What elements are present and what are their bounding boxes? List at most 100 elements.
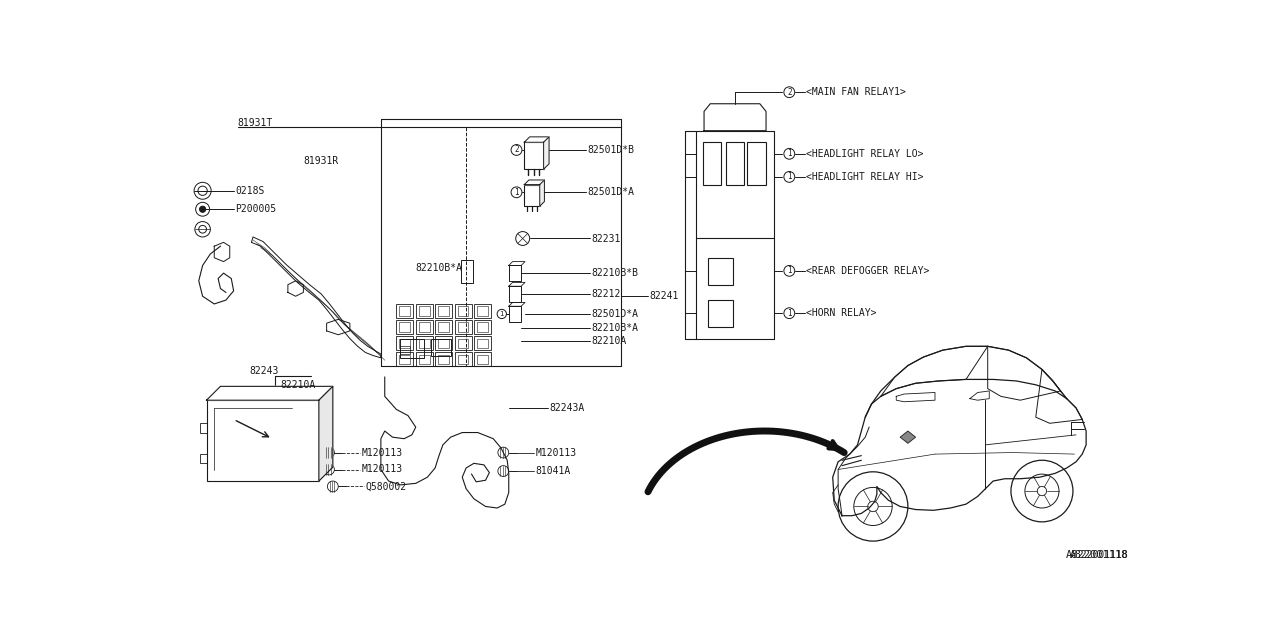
Polygon shape: [206, 387, 333, 400]
Bar: [399, 307, 411, 316]
Text: 82243: 82243: [250, 366, 279, 376]
Bar: [419, 355, 430, 364]
Text: 82210B*A: 82210B*A: [416, 263, 463, 273]
Text: 1: 1: [787, 149, 791, 158]
Text: 1: 1: [515, 188, 518, 196]
Bar: [401, 346, 410, 354]
Bar: [508, 286, 521, 301]
Text: A822001118: A822001118: [1066, 550, 1129, 561]
Text: 81931R: 81931R: [303, 157, 339, 166]
Text: 1: 1: [787, 172, 791, 181]
Bar: [525, 184, 540, 206]
Circle shape: [200, 206, 206, 212]
Bar: [474, 353, 492, 366]
Bar: [397, 353, 413, 366]
Bar: [278, 391, 285, 397]
Text: P200005: P200005: [236, 204, 276, 214]
Bar: [416, 353, 433, 366]
Bar: [458, 323, 468, 332]
Bar: [474, 336, 492, 350]
Text: 82210B*A: 82210B*A: [591, 323, 639, 333]
Bar: [399, 323, 411, 332]
Bar: [397, 304, 413, 318]
Bar: [279, 392, 284, 396]
Text: 82210A: 82210A: [591, 336, 627, 346]
Text: 1: 1: [499, 311, 504, 317]
Text: <HORN RELAY>: <HORN RELAY>: [806, 308, 877, 318]
Text: 82212: 82212: [591, 289, 621, 299]
Text: 0218S: 0218S: [236, 186, 265, 196]
Bar: [399, 339, 411, 348]
Bar: [438, 339, 449, 348]
Bar: [508, 266, 521, 281]
Text: 82501D*A: 82501D*A: [591, 309, 639, 319]
Polygon shape: [525, 180, 544, 184]
Text: M120113: M120113: [536, 447, 577, 458]
Bar: [708, 258, 732, 285]
Bar: [458, 307, 468, 316]
Text: 82501D*B: 82501D*B: [588, 145, 635, 155]
Polygon shape: [319, 387, 333, 481]
Bar: [454, 320, 471, 334]
Text: A822001118: A822001118: [1070, 550, 1129, 561]
Bar: [200, 423, 206, 433]
Text: M120113: M120113: [361, 447, 403, 458]
Polygon shape: [525, 137, 549, 142]
Bar: [200, 454, 206, 463]
Bar: [438, 307, 449, 316]
Text: <HEADLIGHT RELAY LO>: <HEADLIGHT RELAY LO>: [806, 148, 924, 159]
Bar: [431, 339, 451, 356]
Bar: [477, 307, 488, 316]
Text: 81931T: 81931T: [238, 118, 273, 128]
Text: 82243A: 82243A: [549, 403, 584, 413]
Text: M120113: M120113: [361, 465, 403, 474]
Bar: [748, 142, 765, 184]
Bar: [508, 307, 521, 322]
Text: <HEADLIGHT RELAY HI>: <HEADLIGHT RELAY HI>: [806, 172, 924, 182]
Bar: [435, 336, 452, 350]
Bar: [458, 339, 468, 348]
Text: 2: 2: [515, 145, 518, 154]
Bar: [525, 142, 544, 169]
Bar: [708, 300, 732, 327]
Bar: [477, 323, 488, 332]
Bar: [703, 142, 721, 184]
Bar: [474, 304, 492, 318]
Bar: [458, 355, 468, 364]
Bar: [416, 320, 433, 334]
Polygon shape: [540, 180, 544, 206]
Bar: [438, 323, 449, 332]
Text: 82241: 82241: [650, 291, 680, 301]
Bar: [416, 336, 433, 350]
Bar: [438, 355, 449, 364]
Text: 82501D*A: 82501D*A: [588, 188, 635, 197]
Bar: [206, 400, 319, 481]
Text: <REAR DEFOGGER RELAY>: <REAR DEFOGGER RELAY>: [806, 266, 929, 276]
Bar: [477, 355, 488, 364]
Text: Q580002: Q580002: [365, 481, 407, 492]
Bar: [419, 323, 430, 332]
Bar: [419, 339, 430, 348]
Bar: [419, 307, 430, 316]
Text: 82210B*B: 82210B*B: [591, 268, 639, 278]
Text: 81041A: 81041A: [536, 466, 571, 476]
Bar: [435, 304, 452, 318]
Bar: [397, 320, 413, 334]
Text: <MAIN FAN RELAY1>: <MAIN FAN RELAY1>: [806, 87, 906, 97]
Text: 82231: 82231: [591, 234, 621, 243]
Bar: [416, 304, 433, 318]
Bar: [477, 339, 488, 348]
Text: 82210A: 82210A: [280, 380, 315, 390]
Bar: [454, 336, 471, 350]
Bar: [435, 353, 452, 366]
Bar: [474, 320, 492, 334]
Bar: [726, 142, 745, 184]
Bar: [397, 336, 413, 350]
Bar: [399, 355, 411, 364]
Text: 1: 1: [787, 308, 791, 317]
Bar: [454, 353, 471, 366]
Text: 2: 2: [787, 88, 791, 97]
Bar: [461, 260, 474, 283]
Bar: [435, 320, 452, 334]
Text: 1: 1: [787, 266, 791, 275]
